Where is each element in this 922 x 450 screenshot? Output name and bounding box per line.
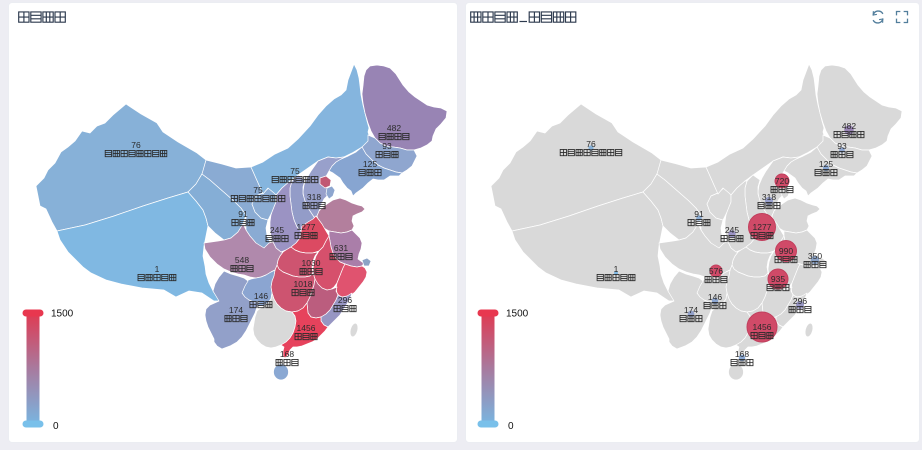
svg-text:75: 75 <box>253 185 263 195</box>
svg-text:146: 146 <box>708 292 722 302</box>
svg-text:125: 125 <box>819 159 833 169</box>
svg-text:296: 296 <box>793 296 807 306</box>
svg-text:1030: 1030 <box>302 258 321 268</box>
svg-text:76: 76 <box>586 139 596 149</box>
svg-text:1500: 1500 <box>51 309 74 320</box>
svg-text:1456: 1456 <box>753 322 772 332</box>
svg-text:1018: 1018 <box>294 279 313 289</box>
svg-text:0: 0 <box>508 421 514 432</box>
svg-text:482: 482 <box>842 121 856 131</box>
svg-text:318: 318 <box>762 192 776 202</box>
svg-text:350: 350 <box>808 251 822 261</box>
svg-text:482: 482 <box>387 123 401 133</box>
svg-text:0: 0 <box>53 421 59 432</box>
svg-text:93: 93 <box>382 141 392 151</box>
svg-text:1456: 1456 <box>297 323 316 333</box>
svg-text:1: 1 <box>155 264 160 274</box>
svg-text:146: 146 <box>254 291 268 301</box>
svg-text:1277: 1277 <box>297 222 316 232</box>
svg-text:91: 91 <box>238 209 248 219</box>
svg-text:935: 935 <box>771 274 785 284</box>
svg-text:631: 631 <box>334 243 348 253</box>
svg-text:168: 168 <box>735 349 749 359</box>
svg-text:576: 576 <box>709 266 723 276</box>
svg-text:125: 125 <box>363 159 377 169</box>
svg-text:990: 990 <box>779 246 793 256</box>
svg-text:168: 168 <box>280 349 294 359</box>
svg-text:1500: 1500 <box>506 309 529 320</box>
svg-text:174: 174 <box>684 305 698 315</box>
svg-text:174: 174 <box>229 305 243 315</box>
svg-text:1277: 1277 <box>753 222 772 232</box>
svg-text:548: 548 <box>235 255 249 265</box>
svg-text:296: 296 <box>338 295 352 305</box>
svg-text:318: 318 <box>307 192 321 202</box>
svg-text:245: 245 <box>725 225 739 235</box>
svg-text:1: 1 <box>614 264 619 274</box>
svg-text:75: 75 <box>290 166 300 176</box>
svg-text:720: 720 <box>775 176 789 186</box>
svg-text:245: 245 <box>270 225 284 235</box>
svg-text:76: 76 <box>131 140 141 150</box>
svg-text:93: 93 <box>837 141 847 151</box>
svg-text:91: 91 <box>694 209 704 219</box>
